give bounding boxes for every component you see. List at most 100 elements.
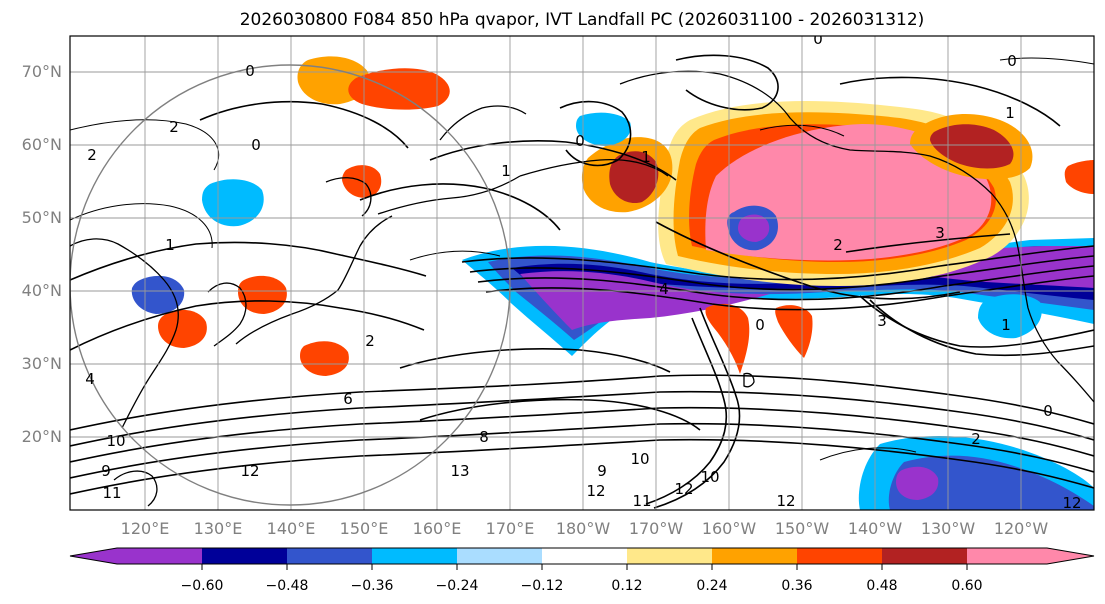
lon-label-120w: 120°W xyxy=(994,519,1049,538)
contour-label: 2 xyxy=(971,430,981,448)
contour-label: 12 xyxy=(240,462,259,480)
contour-line-thin xyxy=(759,124,845,137)
contour-line xyxy=(199,100,409,149)
contour-line xyxy=(839,76,1061,127)
contour-line xyxy=(653,307,741,509)
contour-label: 10 xyxy=(106,432,125,450)
negative-blob-west-1 xyxy=(202,179,264,227)
contour-label: 1 xyxy=(1005,104,1015,122)
gridlines xyxy=(70,36,1094,510)
coastlines xyxy=(70,70,1094,507)
contour-label: 2 xyxy=(833,236,843,254)
anomaly-fills xyxy=(131,56,1094,510)
contour-label: 0 xyxy=(245,62,255,80)
colorbar-tick-label: 0.36 xyxy=(781,578,812,594)
colorbar-segment xyxy=(202,548,287,564)
contour-label: 6 xyxy=(343,390,353,408)
colorbar-tick-label: −0.12 xyxy=(521,578,564,594)
landfall-circles xyxy=(70,64,511,506)
contour-line-thin xyxy=(999,57,1094,65)
longitude-labels: 120°E 130°E 140°E 150°E 160°E 170°E 180°… xyxy=(121,519,1049,538)
contour-line-thin xyxy=(819,447,917,461)
colorbar-segment xyxy=(372,548,457,564)
coastline-korea xyxy=(207,282,247,347)
coastline-hawaii xyxy=(743,372,755,388)
contour-label: 2 xyxy=(87,146,97,164)
coastline-asia xyxy=(70,238,179,429)
contour-label: 9 xyxy=(101,462,111,480)
lon-label-170e: 170°E xyxy=(486,519,535,538)
contour-line xyxy=(70,374,1094,431)
contour-line xyxy=(859,295,1094,348)
colorbar: −0.60 −0.48 −0.36 −0.24 −0.12 0.12 0.24 … xyxy=(69,547,1095,594)
negative-core-west xyxy=(520,271,770,330)
contour-label: 4 xyxy=(659,280,669,298)
colorbar-segment xyxy=(287,548,372,564)
colorbar-tick-label: −0.60 xyxy=(181,578,224,594)
contour-label: 0 xyxy=(1043,402,1053,420)
contour-line-thin xyxy=(70,203,213,249)
contour-label: 11 xyxy=(632,492,651,510)
contour-label: 1 xyxy=(165,236,175,254)
positive-blob-okhotsk xyxy=(348,68,450,110)
lon-label-130e: 130°E xyxy=(194,519,243,538)
contour-line xyxy=(399,348,671,373)
contour-label: 12 xyxy=(586,482,605,500)
lat-label-20n: 20°N xyxy=(22,427,62,446)
positive-blob-west-1 xyxy=(238,275,287,314)
contour-line xyxy=(485,275,1094,311)
lat-label-30n: 30°N xyxy=(22,354,62,373)
contour-line xyxy=(869,299,1094,357)
colorbar-extend-low xyxy=(70,548,117,564)
contour-line xyxy=(70,300,425,351)
coastline-kamchatka xyxy=(439,105,527,141)
colorbar-outline xyxy=(69,547,1095,565)
contour-label: 11 xyxy=(102,484,121,502)
contour-line xyxy=(429,140,677,181)
coastline-aleutians xyxy=(519,158,669,177)
colorbar-tick-label: 0.12 xyxy=(611,578,642,594)
lon-label-160w: 160°W xyxy=(702,519,757,538)
contour-label: 2 xyxy=(365,332,375,350)
colorbar-tick-label: 0.48 xyxy=(866,578,897,594)
lon-label-140e: 140°E xyxy=(267,519,316,538)
contour-line xyxy=(469,255,1094,291)
map-panel: 0 0 0 0 0 0 1 1 1 1 2 2 2 2 3 3 4 4 6 8 xyxy=(69,30,1095,511)
lat-label-50n: 50°N xyxy=(22,208,62,227)
contour-line xyxy=(70,390,1094,447)
contour-label: 0 xyxy=(755,316,765,334)
negative-blob-gulf-core xyxy=(738,214,770,242)
contour-line xyxy=(675,54,779,111)
coastline-japan xyxy=(235,215,393,345)
contour-line xyxy=(70,406,1094,463)
negative-blob-southeast-purple xyxy=(896,466,939,500)
lon-label-170w: 170°W xyxy=(629,519,684,538)
contour-line xyxy=(559,100,632,167)
negative-blob-bering xyxy=(576,112,631,146)
contour-label: 0 xyxy=(251,136,261,154)
colorbar-extend-high xyxy=(1047,548,1094,564)
colorbar-tick-label: −0.24 xyxy=(436,578,479,594)
positive-blob-west-2 xyxy=(300,341,349,376)
negative-blob-california xyxy=(978,294,1042,339)
positive-blob-alaska-core xyxy=(930,124,1014,169)
latitude-labels: 70°N 60°N 50°N 40°N 30°N 20°N xyxy=(22,62,62,446)
coastline-north-america xyxy=(991,193,1094,403)
positive-blob-central xyxy=(775,305,813,358)
contour-label: 13 xyxy=(450,462,469,480)
colorbar-segment xyxy=(542,548,627,564)
figure-title: 2026030800 F084 850 hPa qvapor, IVT Land… xyxy=(240,10,925,30)
positive-blob-west-3 xyxy=(158,309,207,348)
contour-label: 9 xyxy=(597,462,607,480)
colorbar-segment xyxy=(967,548,1047,564)
contour-label: 1 xyxy=(641,148,651,166)
contour-label: 0 xyxy=(813,30,823,48)
contour-line xyxy=(845,233,1011,253)
contour-label: 10 xyxy=(630,450,649,468)
contour-label: 1 xyxy=(501,162,511,180)
contour-label: 10 xyxy=(700,468,719,486)
contour-label: 8 xyxy=(479,428,489,446)
colorbar-tick-label: −0.48 xyxy=(266,578,309,594)
contour-label: 1 xyxy=(1001,316,1011,334)
contour-line xyxy=(461,245,1094,281)
